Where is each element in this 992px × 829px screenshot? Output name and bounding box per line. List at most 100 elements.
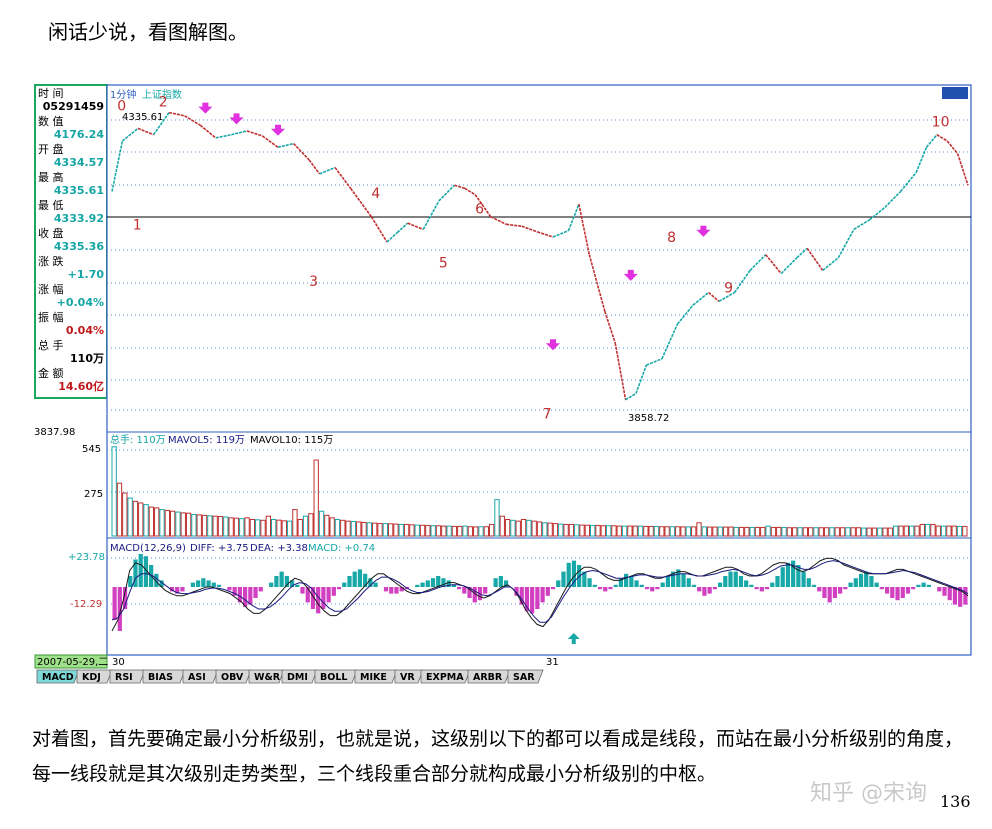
volume-bar (962, 525, 968, 537)
tab-label: OBV (221, 672, 244, 683)
price-segment (386, 231, 398, 243)
volume-bar (148, 506, 155, 537)
tab-macd[interactable]: MACD (36, 669, 80, 684)
volume-bar (829, 527, 835, 537)
tab-kdj[interactable]: KDJ (76, 669, 113, 684)
tab-vr[interactable]: VR (394, 669, 424, 684)
volume-bar (403, 523, 410, 537)
volume-bar (228, 517, 234, 537)
info-value: +1.70 (68, 268, 105, 281)
tab-shape (182, 669, 219, 684)
volume-bar (292, 509, 298, 537)
volume-bar (717, 526, 723, 537)
volume-bar (584, 524, 591, 537)
volume-bar (154, 507, 160, 537)
volume-axis-mid: 275 (84, 489, 103, 500)
tab-shape (420, 669, 471, 684)
low-price-label: 3858.72 (628, 413, 669, 424)
volume-bar (792, 527, 798, 537)
tab-label: ASI (188, 672, 206, 683)
volume-bar (467, 526, 474, 537)
tab-label: EXPMA (426, 672, 464, 683)
tab-arbr[interactable]: ARBR (467, 669, 511, 684)
price-segment (567, 203, 580, 231)
volume-bar (504, 518, 511, 537)
tab-label: RSI (115, 672, 133, 683)
price-segment (537, 231, 554, 238)
volume-bar (122, 492, 128, 537)
info-label: 时 间 (38, 87, 64, 100)
info-value: 14.60亿 (58, 379, 104, 393)
price-segment (349, 187, 373, 218)
price-segment (676, 304, 694, 325)
price-segment (438, 184, 455, 202)
volume-bar (813, 527, 819, 537)
volume-bar (414, 524, 420, 537)
volume-bar (201, 514, 208, 537)
volume-bar (462, 525, 468, 537)
volume-bar (754, 526, 761, 537)
volume-bar (265, 515, 272, 537)
price-segment (625, 392, 637, 401)
volume-bar (441, 525, 447, 537)
price-segment (319, 166, 336, 175)
macd-lines (111, 557, 969, 632)
info-label: 数 值 (38, 115, 64, 128)
info-value: 0.04% (66, 324, 104, 337)
tab-dmi[interactable]: DMI (281, 669, 318, 684)
segment-label: 6 (475, 202, 484, 218)
tab-label: MIKE (360, 672, 387, 683)
volume-bar (600, 525, 606, 537)
window-controls[interactable] (942, 87, 968, 99)
volume-ma5: MAVOL5: 119万 (168, 435, 245, 446)
price-segment (806, 247, 824, 271)
tab-obv[interactable]: OBV (215, 669, 252, 684)
tab-wr[interactable]: W&R (248, 669, 285, 684)
volume-bar (802, 527, 808, 537)
tab-shape (215, 669, 252, 684)
tab-shape (76, 669, 113, 684)
price-segment (137, 127, 154, 136)
volume-bar (451, 525, 458, 537)
tab-expma[interactable]: EXPMA (420, 669, 471, 684)
price-segment (853, 219, 870, 231)
volume-bar (669, 526, 676, 537)
volume-bar (712, 526, 718, 537)
up-arrow-icon (567, 633, 580, 644)
tab-bias[interactable]: BIAS (142, 669, 186, 684)
volume-bar (488, 523, 495, 537)
volume-bar (653, 525, 660, 537)
volume-bar (552, 523, 559, 537)
price-segment (199, 124, 217, 139)
volume-bar (143, 504, 149, 537)
volume-bar (611, 525, 617, 537)
tab-asi[interactable]: ASI (182, 669, 219, 684)
volume-bar (409, 524, 415, 537)
price-axis-bottom: 3837.98 (34, 427, 75, 438)
price-segment (231, 130, 248, 136)
volume-bar (175, 511, 181, 537)
tab-mike[interactable]: MIKE (354, 669, 398, 684)
tab-boll[interactable]: BOLL (314, 669, 358, 684)
tab-rsi[interactable]: RSI (109, 669, 146, 684)
volume-bar (366, 522, 373, 537)
volume-bar (786, 527, 793, 537)
volume-bar (377, 522, 383, 537)
volume-bar (855, 527, 862, 537)
volume-bar (701, 526, 707, 537)
price-segment (708, 291, 720, 302)
volume-bar (940, 525, 947, 537)
volume-bar (706, 526, 713, 537)
volume-bar (419, 524, 426, 537)
volume-bar (425, 524, 431, 537)
tab-shape (507, 669, 544, 684)
volume-bar (494, 499, 500, 537)
tab-sar[interactable]: SAR (507, 669, 544, 684)
volume-bar (909, 525, 915, 537)
price-segment (780, 257, 798, 275)
volume-bar (563, 523, 569, 537)
index-name: 上证指数 (142, 88, 182, 101)
volume-bar (260, 519, 266, 537)
price-segment (152, 112, 170, 136)
info-value: +0.04% (57, 296, 104, 309)
